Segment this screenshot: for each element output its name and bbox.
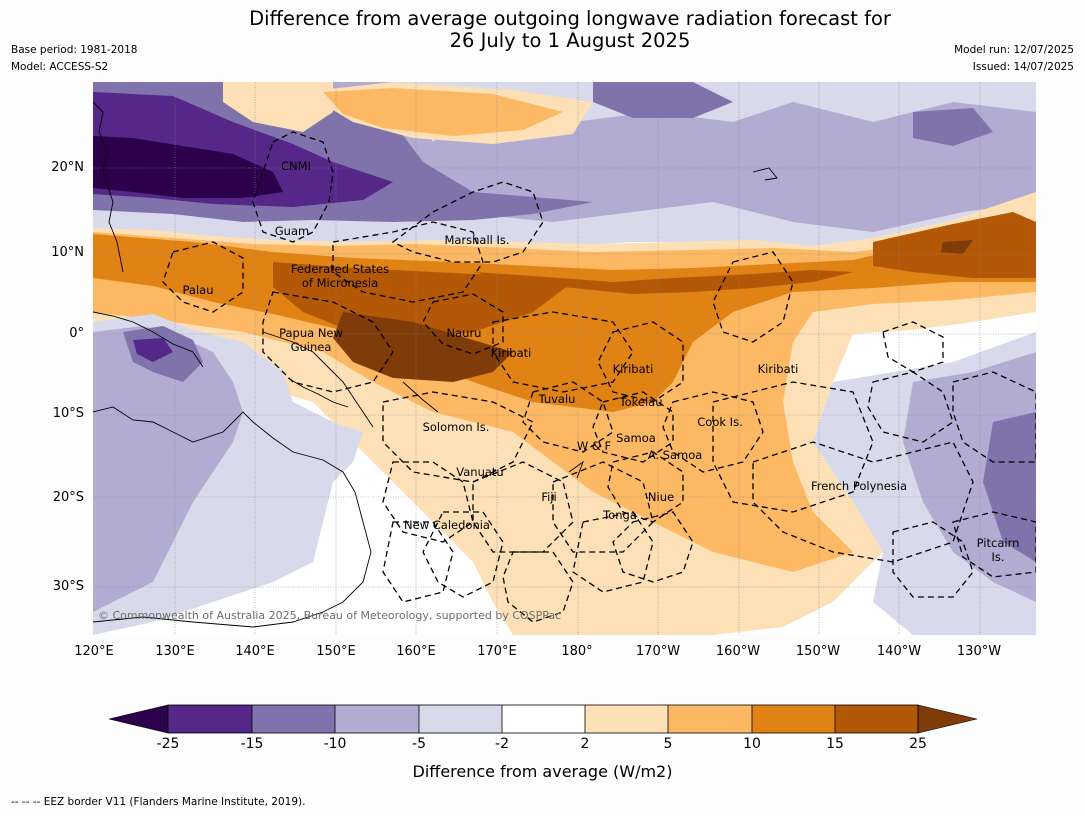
lon-tick: 150°W [795, 644, 841, 659]
lon-tick: 180° [561, 644, 593, 659]
anomaly-field [93, 82, 1036, 635]
label-samoa: Samoa [616, 431, 656, 445]
meta-left: Base period: 1981-2018 Model: ACCESS-S2 [11, 42, 137, 76]
eez-footnote: -- -- -- EEZ border V11 (Flanders Marine… [11, 796, 306, 808]
anomaly-map [93, 82, 1036, 635]
colorbar-segment [668, 705, 752, 733]
lon-tick: 130°W [956, 644, 1002, 659]
colorbar-tick: -15 [240, 736, 264, 752]
label-vanuatu: Vanuatu [456, 465, 504, 479]
colorbar-tick: 25 [909, 736, 927, 752]
lat-tick: 10°S [52, 406, 84, 421]
base-period: Base period: 1981-2018 [11, 44, 138, 56]
label-guam: Guam [274, 224, 310, 238]
lat-tick: 20°N [51, 160, 84, 175]
colorbar-tick: 2 [580, 736, 590, 752]
label-american-samoa: A. Samoa [647, 448, 703, 462]
colorbar-tick: 15 [826, 736, 844, 752]
lat-tick: 30°S [52, 579, 84, 594]
label-tonga: Tonga [603, 508, 637, 522]
label-pitcairn-islands: Pitcairn Is. [976, 536, 1020, 564]
label-marshall-islands: Marshall Is. [444, 233, 510, 247]
meta-right: Model run: 12/07/2025 Issued: 14/07/2025 [954, 42, 1074, 76]
label-papua-new-guinea: Papua New Guinea [279, 326, 343, 354]
label-tokelau: Tokelau [619, 395, 663, 409]
lat-tick: 20°S [52, 490, 84, 505]
label-kiribati-east: Kiribati [757, 362, 799, 376]
label-new-caledonia: New Caledonia [404, 518, 490, 532]
colorbar-segment [168, 705, 252, 733]
colorbar [108, 704, 978, 734]
colorbar-segment [108, 704, 169, 734]
lon-tick: 120°E [74, 644, 114, 659]
model-name: Model: ACCESS-S2 [11, 61, 109, 73]
colorbar-tick: -10 [323, 736, 347, 752]
colorbar-tick: -5 [412, 736, 426, 752]
colorbar-segment [585, 705, 668, 733]
copyright-notice: © Commonwealth of Australia 2025, Bureau… [98, 609, 562, 622]
colorbar-label: Difference from average (W/m2) [412, 762, 673, 781]
colorbar-segment [335, 705, 419, 733]
colorbar-segment [419, 705, 502, 733]
label-palau: Palau [182, 283, 214, 297]
label-french-polynesia: French Polynesia [810, 479, 908, 493]
lon-tick: 170°E [477, 644, 517, 659]
label-wallis-futuna: W & F [576, 439, 612, 453]
label-cook-islands: Cook Is. [697, 415, 743, 429]
lon-tick: 160°E [396, 644, 436, 659]
colorbar-tick: 5 [663, 736, 673, 752]
lon-tick: 170°W [635, 644, 681, 659]
label-niue: Niue [647, 490, 675, 504]
colorbar-segment [835, 705, 918, 733]
label-tuvalu: Tuvalu [538, 392, 576, 406]
colorbar-segment [752, 705, 835, 733]
chart-title: Difference from average outgoing longwav… [249, 7, 891, 52]
lon-tick: 130°E [155, 644, 195, 659]
lon-tick: 140°E [235, 644, 275, 659]
lat-tick: 10°N [51, 245, 84, 260]
label-kiribati-central: Kiribati [612, 362, 654, 376]
lon-tick: 140°W [876, 644, 922, 659]
lon-tick: 160°W [715, 644, 761, 659]
label-solomon-islands: Solomon Is. [422, 420, 490, 434]
colorbar-segment [252, 705, 335, 733]
label-fiji: Fiji [541, 490, 557, 504]
issued-date: Issued: 14/07/2025 [972, 61, 1074, 73]
lat-tick: 0° [69, 326, 84, 341]
label-nauru: Nauru [446, 326, 482, 340]
label-kiribati-west: Kiribati [490, 346, 532, 360]
colorbar-segment [502, 705, 585, 733]
colorbar-segment [917, 704, 978, 734]
label-federated-states-of-micronesia: Federated States of Micronesia [290, 262, 390, 290]
colorbar-tick: -2 [495, 736, 509, 752]
lon-tick: 150°E [316, 644, 356, 659]
colorbar-tick: -25 [156, 736, 180, 752]
colorbar-tick: 10 [743, 736, 761, 752]
model-run: Model run: 12/07/2025 [954, 44, 1074, 56]
label-cnmi: CNMI [281, 159, 311, 173]
